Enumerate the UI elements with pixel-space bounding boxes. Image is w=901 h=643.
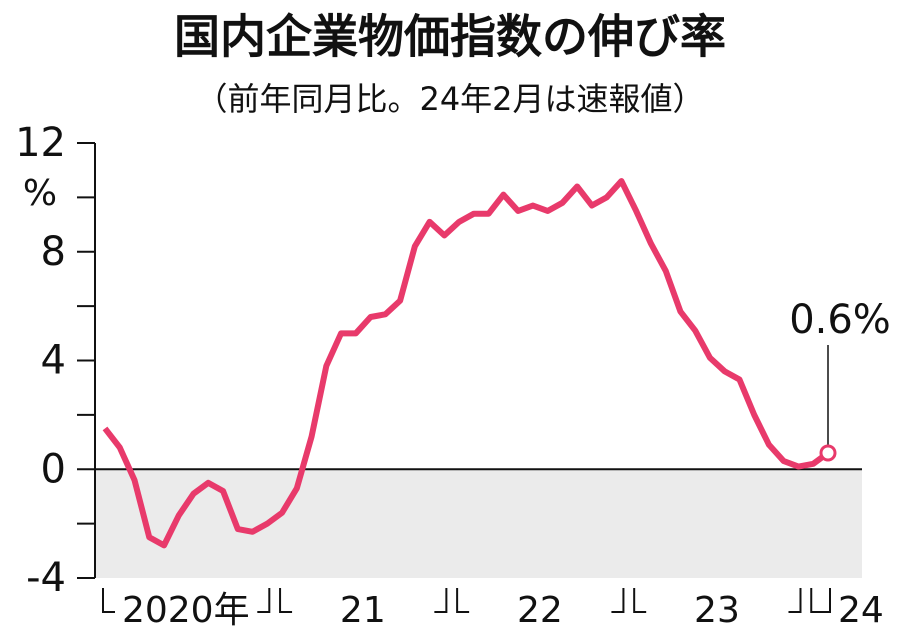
x-tick-label: 23 [694,590,740,631]
year-bracket [102,588,271,613]
x-tick-label: 21 [340,590,386,631]
x-tick-label: 22 [517,590,563,631]
year-bracket [633,588,802,613]
year-bracket [810,588,831,613]
annotation: 0.6% [789,297,891,343]
y-tick-label: 4 [41,338,66,384]
last-point [819,444,837,462]
y-tick-label: 12 [15,120,66,166]
x-tick-label: 2020年 [122,590,250,631]
negative-area [95,469,862,578]
chart-subtitle: （前年同月比。24年2月は速報値） [195,80,704,118]
data-line [102,178,830,549]
y-tick-label: 8 [41,229,66,275]
year-bracket [279,588,448,613]
chart-title: 国内企業物価指数の伸び率 [174,10,726,64]
y-tick-label: 0 [41,446,66,492]
y-unit: % [23,173,57,214]
y-tick-label: -4 [26,555,66,601]
x-tick-label: 24 [838,590,884,631]
year-bracket [456,588,625,613]
